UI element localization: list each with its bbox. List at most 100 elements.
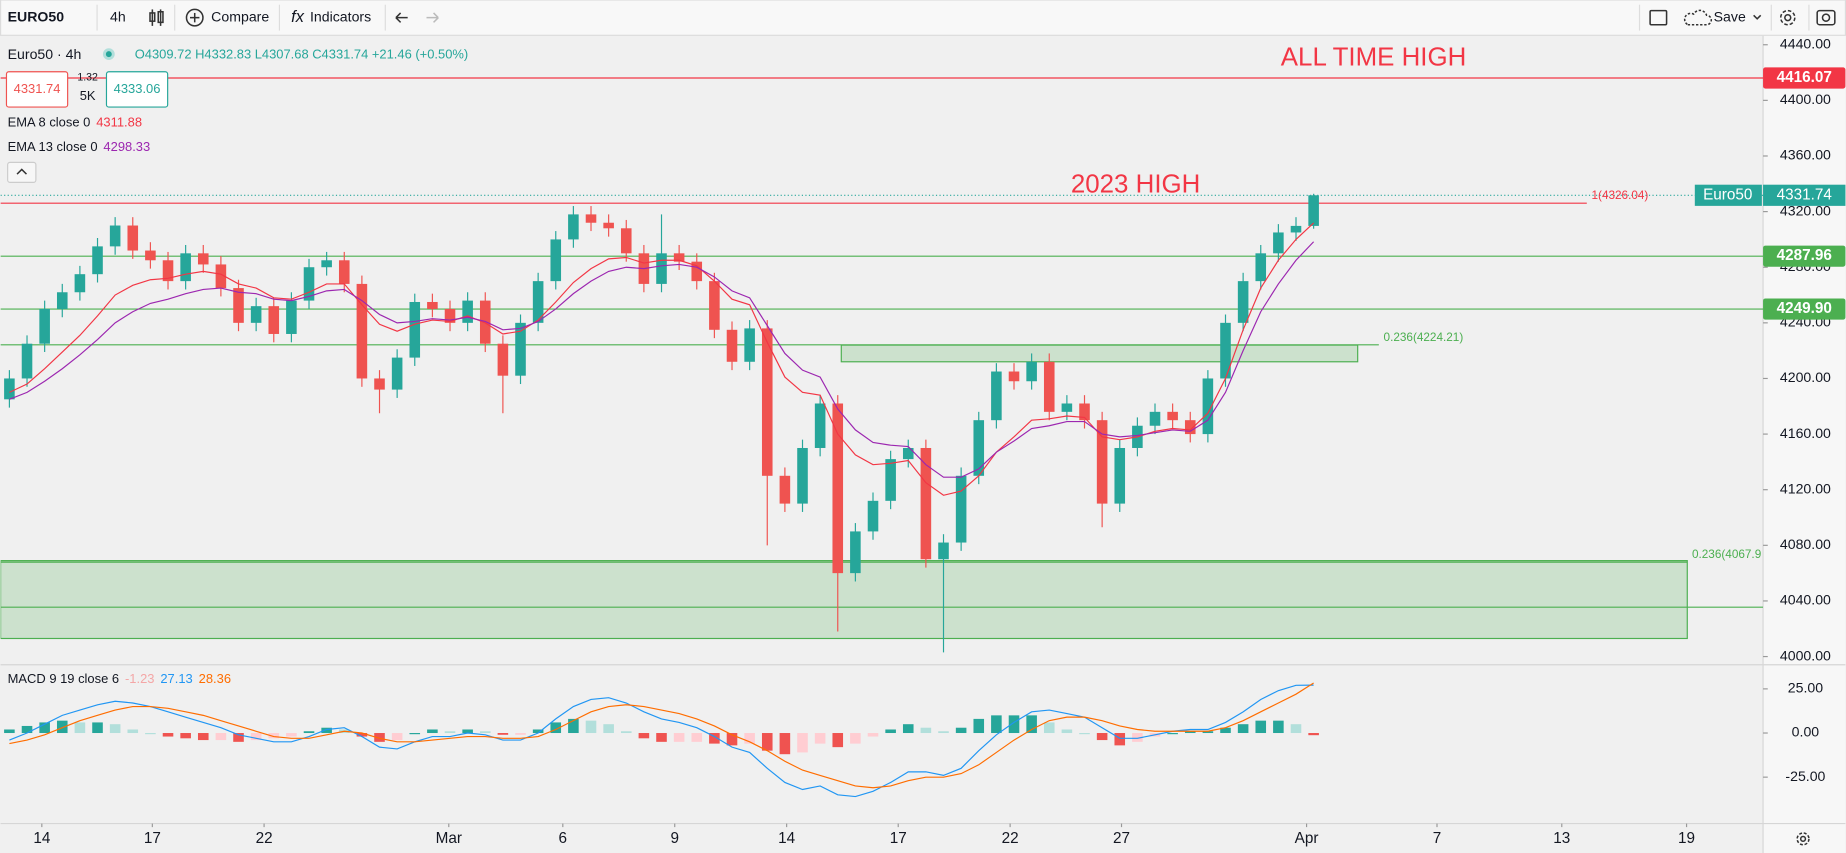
price-tag-label: 4287.96 [1777,247,1832,264]
macd-histogram-bar [497,733,509,735]
candle-body [1149,411,1161,426]
macd-line [9,684,1314,798]
status-dot [105,51,112,58]
legend-title: Euro50 · 4h [8,46,82,62]
y-tick-label: 4200.00 [1780,369,1831,385]
save-menu[interactable] [1753,14,1762,20]
macd-histogram-bar [673,733,685,742]
candle-body [391,357,403,390]
candle-body [1079,403,1090,421]
macd-legend: MACD 9 19 close 6 -1.23 27.13 28.36 [8,671,231,686]
macd-histogram-bar [4,729,15,734]
macd-histogram-bar [955,727,967,734]
bid-box[interactable] [5,71,69,108]
macd-histogram-bar [268,733,280,739]
candle-body [303,267,315,301]
ema13-legend: EMA 13 close 0 4298.33 [8,140,151,155]
settings-button[interactable] [1779,9,1796,26]
y-tick-label: 4320.00 [1780,202,1831,218]
macd-histogram-bar [850,733,861,744]
candle-body [532,281,544,323]
save-button[interactable]: Save [1714,8,1746,24]
candle-body [515,322,526,376]
symbol-tag [1694,184,1762,206]
x-tick-label: Mar [436,830,462,847]
fib-label: 0.236(4224.21) [1384,331,1464,344]
macd-histogram-bar [92,722,103,734]
ask-box[interactable] [105,71,169,108]
macd-histogram-bar [1255,720,1267,734]
macd-histogram-bar [515,733,526,735]
compare-button[interactable]: Compare [211,8,269,24]
candle-body [920,447,932,560]
macd-histogram-bar [444,731,456,734]
macd-histogram-bar [1220,727,1231,734]
candle-body [1273,232,1284,254]
macd-histogram-bar [321,727,332,734]
x-tick-label: 9 [670,830,679,847]
plot-area [0,77,1764,798]
y-tick-label: 4080.00 [1780,536,1831,552]
price-tag-label: 4249.90 [1777,300,1832,317]
macd-histogram-bar [162,733,174,737]
candle-body [74,274,86,293]
macd-histogram-bar [303,731,315,734]
axis-settings[interactable] [1796,832,1810,846]
candle-body [991,371,1002,421]
snapshot-button[interactable] [1816,9,1836,26]
collapse-icon [16,168,28,175]
macd-histogram-bar [1202,731,1214,734]
cloud-icon[interactable] [1683,9,1712,26]
macd-histogram-bar [814,733,826,744]
annotation: 2023 HIGH [1071,171,1200,199]
symbol[interactable]: EURO50 [8,8,65,24]
candle-body [4,378,15,400]
chart-style-button[interactable] [149,9,164,26]
candle-body [479,300,491,344]
macd-histogram-bar [109,724,121,734]
zone [0,560,1688,640]
macd-histogram-bar [1273,720,1284,734]
candle-body [673,253,685,262]
candle-body [620,228,632,254]
macd-histogram-bar [39,722,50,734]
candle-body [321,260,332,268]
price-tag [1763,245,1846,267]
price-axis-panel [1763,35,1846,853]
candle-body [656,253,667,284]
zone [840,344,1359,363]
y-tick-label: 4360.00 [1780,147,1831,163]
fx-icon[interactable]: fx [291,8,305,26]
candle-body [444,308,456,323]
candle-body [814,403,826,448]
macd-histogram-bar [74,722,86,734]
y-tick-label: -25.00 [1785,768,1825,784]
candle-body [568,214,579,240]
layout-button[interactable] [1649,9,1668,26]
candle-body [109,225,121,247]
candle-body [761,328,773,476]
interval[interactable]: 4h [110,8,126,24]
redo-button[interactable] [426,12,439,23]
spread: 1.32 [77,71,98,83]
macd-histogram-bar [1308,733,1319,736]
collapse-button[interactable] [7,161,37,183]
x-tick-label: 6 [559,830,568,847]
candle-body [145,250,156,261]
fib-label: 0.236(4067.9 [1692,548,1761,561]
macd-histogram-bar [1237,724,1249,734]
candle-body [1290,225,1302,233]
undo-button[interactable] [395,12,408,23]
ask: 4333.06 [114,81,161,96]
macd-histogram-bar [973,718,985,734]
macd-histogram-bar [568,718,579,734]
macd-histogram-bar [1061,729,1073,734]
macd-histogram-bar [1026,715,1037,734]
indicators-button[interactable]: Indicators [310,8,371,24]
axes: 4000.00 4040.00 4080.00 4120.00 4160.00 4200.… [33,35,1846,847]
compare-icon[interactable] [185,8,204,27]
x-tick-label: 14 [33,830,50,847]
x-tick-label: 27 [1113,830,1130,847]
candle-body [162,260,174,282]
